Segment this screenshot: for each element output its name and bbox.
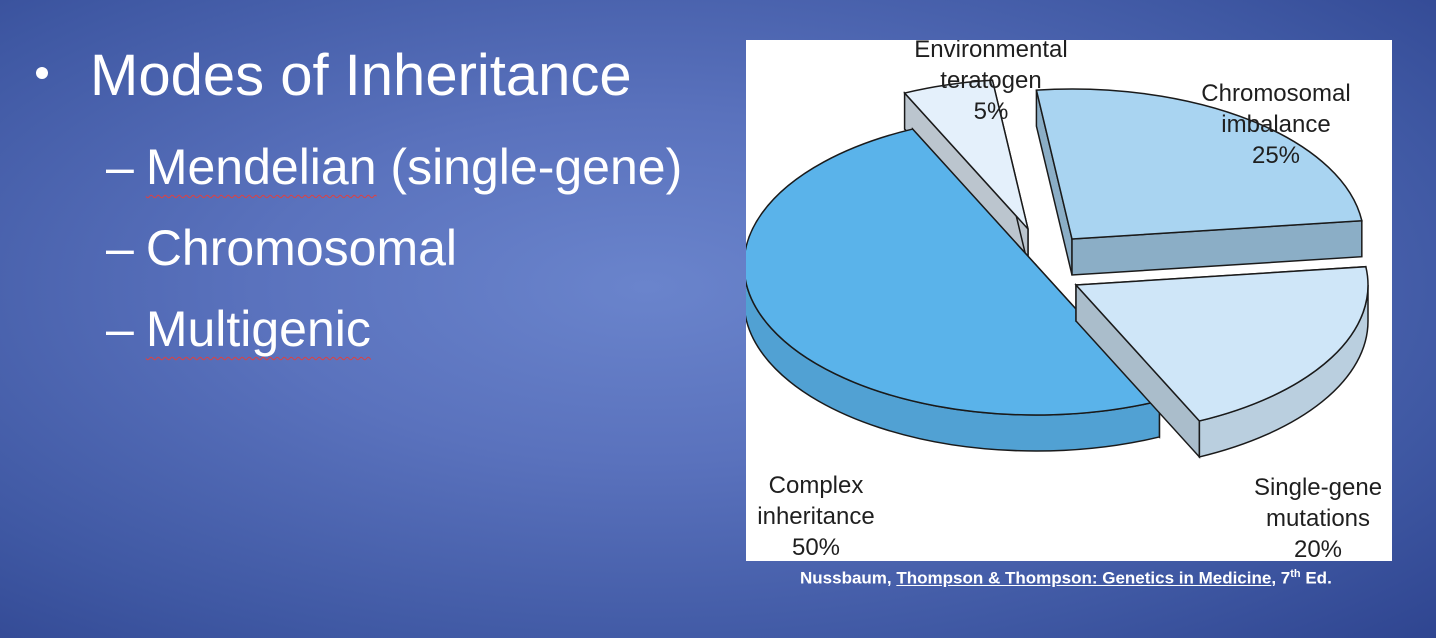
pie-chart-image: Environmental teratogen 5% Chromosomal i… [746,40,1392,561]
sub-item-multigenic: – Multigenic [106,298,371,360]
dash: – [106,220,134,276]
sub-item-text: Chromosomal [145,220,458,276]
bullet-dot-icon [36,67,48,79]
sub-item-mendelian: – Mendelian (single-gene) [106,136,682,198]
bullet-list: Modes of Inheritance – Mendelian (single-… [0,0,740,420]
label-environmental-teratogen: Environmental teratogen 5% [914,40,1068,125]
dash: – [106,139,134,195]
citation: Nussbaum, Thompson & Thompson: Genetics … [800,568,1332,588]
pie-slice-single-gene-mutations [1074,265,1369,422]
slide-heading: Modes of Inheritance [90,43,632,108]
label-chromosomal-imbalance: Chromosomal imbalance 25% [1201,80,1351,169]
sub-item-text: (single-gene) [376,139,683,195]
citation-book-title: Thompson & Thompson: Genetics in Medicin… [896,568,1272,588]
pie-slice-chromosomal-imbalance [1035,88,1363,240]
sub-item-underlined-text: Multigenic [145,301,371,357]
pie-slice-complex-inheritance [746,128,1161,416]
dash: – [106,301,134,357]
label-single-gene-mutations: Single-gene mutations 20% [1253,474,1383,561]
pie-slice-environmental-teratogen [903,79,1029,230]
sub-item-underlined-text: Mendelian [145,139,377,195]
pie-chart-svg [746,79,1369,459]
sub-item-chromosomal: – Chromosomal [106,217,457,279]
label-complex-inheritance: Complex inheritance 50% [757,472,875,561]
